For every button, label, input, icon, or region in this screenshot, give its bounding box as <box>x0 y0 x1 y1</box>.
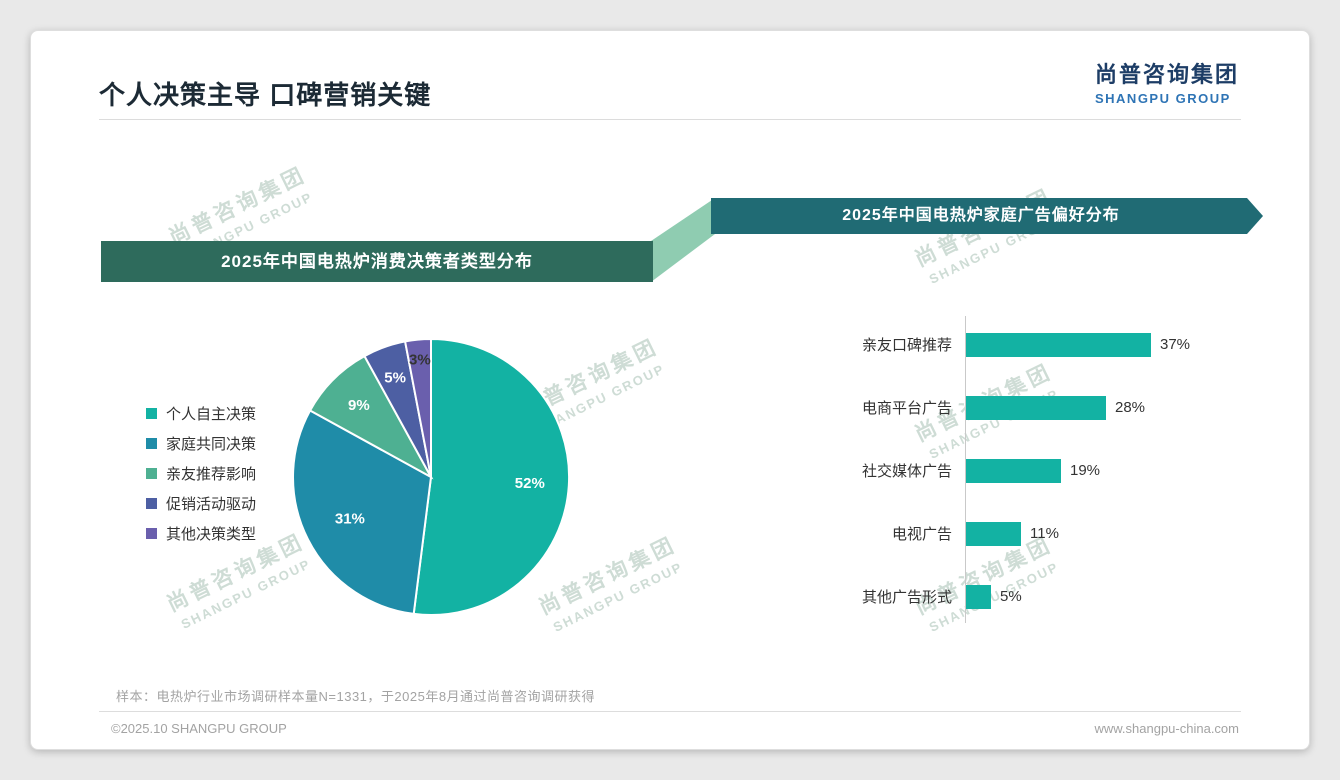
footer-divider <box>99 711 1241 712</box>
bar-category-label: 社交媒体广告 <box>861 463 952 480</box>
bar-row: 社交媒体广告 19% <box>815 439 1255 502</box>
bar <box>966 521 1021 546</box>
pie-chart-svg: 52% 31% 9% 5%3% <box>292 337 571 616</box>
bar-category-label: 电商平台广告 <box>861 400 952 417</box>
pie-slice-label: 5% <box>384 369 406 386</box>
legend-swatch <box>146 497 157 509</box>
logo-text-cn: 尚普咨询集团 <box>1094 62 1239 87</box>
banner-connector <box>651 198 715 282</box>
bar <box>966 395 1106 420</box>
legend-swatch <box>146 527 157 539</box>
legend-label: 其他决策类型 <box>166 525 257 543</box>
bar-rows: 亲友口碑推荐 37% 电商平台广告 28% 社交媒体广告 19% 电视广告 11% 其他广告形式… <box>815 313 1255 628</box>
bar-category-label: 其他广告形式 <box>861 589 952 606</box>
bar-chart-title-banner: 2025年中国电热炉家庭广告偏好分布 <box>711 198 1263 234</box>
pie-legend: 个人自主决策 家庭共同决策 亲友推荐影响 促销活动驱动 其他决策类型 <box>146 398 256 548</box>
pie-slice-2 <box>292 409 433 616</box>
bar-category-label: 电视广告 <box>891 526 952 543</box>
website-text: www.shangpu-china.com <box>1094 721 1239 736</box>
slide-content: 个人决策主导 口碑营销关键 尚普咨询集团 SHANGPU GROUP 2025年… <box>31 31 1309 749</box>
footer-bar: ©2025.10 SHANGPU GROUP www.shangpu-china… <box>111 721 1239 736</box>
bar-value-label: 37% <box>1160 336 1191 353</box>
bar-track: 19% <box>965 458 1255 483</box>
bar <box>966 458 1061 483</box>
pie-slice-1 <box>412 337 571 616</box>
legend-item: 个人自主决策 <box>146 398 256 428</box>
bar-category-label: 亲友口碑推荐 <box>861 337 952 354</box>
legend-swatch <box>146 437 157 449</box>
bar <box>966 332 1151 357</box>
legend-swatch <box>146 407 157 419</box>
bar-chart-axis <box>965 316 966 623</box>
copyright-text: ©2025.10 SHANGPU GROUP <box>111 721 287 736</box>
pie-chart-title-banner: 2025年中国电热炉消费决策者类型分布 <box>101 241 653 282</box>
title-divider <box>99 119 1241 120</box>
legend-label: 家庭共同决策 <box>166 435 257 453</box>
sample-note: 样本：电热炉行业市场调研样本量N=1331，于2025年8月通过尚普咨询调研获得 <box>116 689 596 704</box>
bar-row: 亲友口碑推荐 37% <box>815 313 1255 376</box>
bar-track: 5% <box>965 584 1255 609</box>
pie-slice-label: 9% <box>348 397 370 414</box>
bar <box>966 584 991 609</box>
legend-item: 促销活动驱动 <box>146 488 256 518</box>
pie-slice-label: 52% <box>515 475 545 492</box>
bar-row: 其他广告形式 5% <box>815 565 1255 628</box>
bar-row: 电视广告 11% <box>815 502 1255 565</box>
legend-label: 亲友推荐影响 <box>166 465 257 483</box>
bar-value-label: 5% <box>1000 588 1022 605</box>
bar-value-label: 19% <box>1070 462 1101 479</box>
bar-value-label: 28% <box>1115 399 1146 416</box>
legend-label: 个人自主决策 <box>166 405 257 423</box>
pie-slice-5 <box>403 337 432 478</box>
pie-slice-label: 3% <box>409 352 431 369</box>
company-logo: 尚普咨询集团 SHANGPU GROUP <box>1095 57 1239 106</box>
legend-item: 亲友推荐影响 <box>146 458 256 488</box>
bar-track: 28% <box>965 395 1255 420</box>
bar-value-label: 11% <box>1030 525 1059 542</box>
logo-text-en: SHANGPU GROUP <box>1094 91 1231 106</box>
pie-slice-label: 31% <box>335 510 365 527</box>
bar-track: 37% <box>965 332 1255 357</box>
legend-label: 促销活动驱动 <box>166 495 257 513</box>
page-title: 个人决策主导 口碑营销关键 <box>99 80 432 110</box>
legend-item: 其他决策类型 <box>146 518 256 548</box>
bar-row: 电商平台广告 28% <box>815 376 1255 439</box>
bar-track: 11% <box>965 521 1255 546</box>
legend-swatch <box>146 467 157 479</box>
legend-item: 家庭共同决策 <box>146 428 256 458</box>
